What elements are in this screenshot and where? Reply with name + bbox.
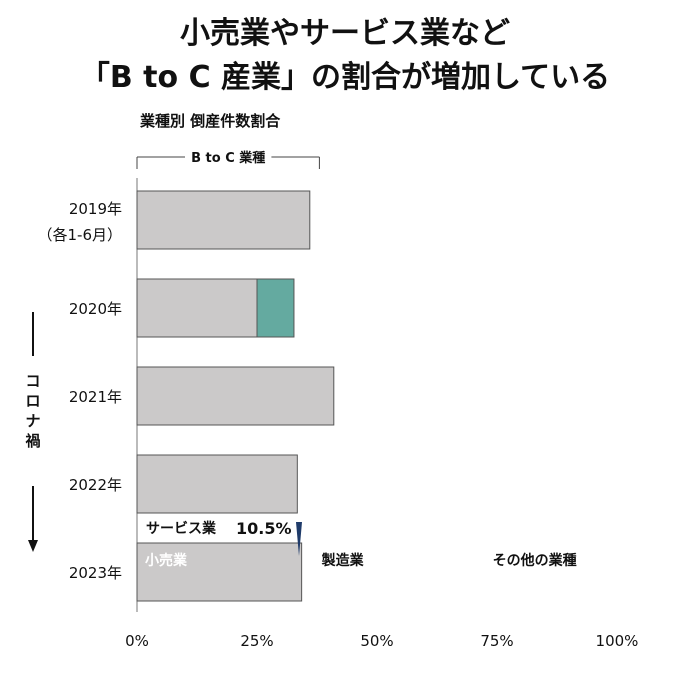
x-tick-label-2: 25% — [240, 632, 273, 650]
callout-pointer — [296, 522, 302, 556]
category-label-2: 2020年 — [69, 300, 122, 318]
bar-segment-4-4 — [136, 454, 298, 514]
category-label-1: 2019年 — [69, 200, 122, 218]
category-label-5: 2023年 — [69, 564, 122, 582]
category-label-3: 2021年 — [69, 388, 122, 406]
category-label-4: 2022年 — [69, 476, 122, 494]
side-label: コロナ禍 — [24, 372, 40, 450]
x-tick-label-1: 0% — [125, 632, 149, 650]
side-arrow-head — [28, 540, 38, 552]
callout-value: 10.5% — [236, 519, 292, 538]
bar-segment-2-4 — [136, 278, 258, 338]
segment-name-3: 製造業 — [321, 552, 365, 569]
chart-subtitle: 業種別 倒産件数割合 — [140, 112, 281, 130]
segment-name-4: その他の業種 — [493, 552, 577, 569]
x-tick-label-5: 100% — [596, 632, 639, 650]
callout-name: サービス業 — [146, 520, 217, 537]
segment-name-1: 小売業 — [145, 552, 188, 569]
x-tick-label-3: 50% — [360, 632, 393, 650]
chart-title-line-1: 小売業やサービス業など — [180, 16, 510, 51]
bracket-label: B to C 業種 — [191, 150, 265, 166]
bar-segment-5-4 — [136, 542, 303, 602]
callout-background — [139, 515, 299, 541]
bar-segment-3-4 — [136, 366, 335, 426]
bar-segment-1-4 — [136, 190, 311, 250]
category-label-1-sub: （各1-6月） — [38, 226, 123, 244]
x-tick-label-4: 75% — [480, 632, 513, 650]
chart-title-line-2: 「B to C 産業」の割合が増加している — [79, 60, 611, 95]
